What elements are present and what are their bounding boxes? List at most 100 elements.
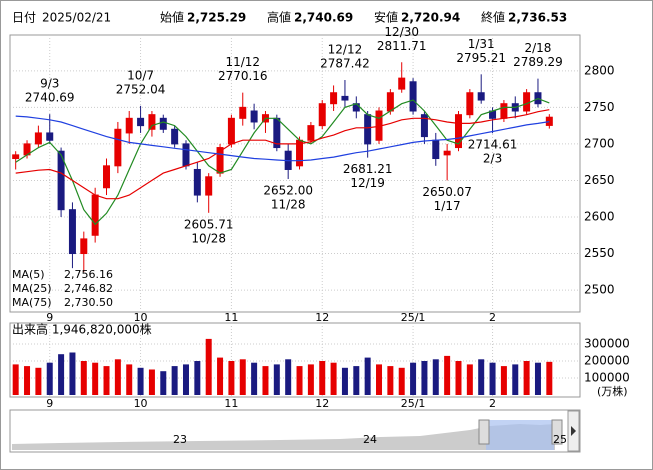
y-tick-label: 2550 bbox=[584, 246, 615, 260]
annotation-date: 10/7 bbox=[127, 68, 154, 82]
ma-line bbox=[15, 97, 550, 226]
field-label: 高値 bbox=[267, 10, 291, 25]
candle-body bbox=[114, 128, 122, 167]
volume-bar bbox=[148, 369, 155, 395]
x-tick-label: 9 bbox=[46, 397, 53, 410]
volume-title: 出来高 1,946,820,000株 bbox=[12, 322, 152, 337]
annotation-date: 12/12 bbox=[328, 43, 363, 57]
volume-bar bbox=[489, 362, 496, 395]
volume-bar bbox=[478, 359, 485, 395]
legend-name: MA(25) bbox=[12, 282, 52, 295]
ma-line bbox=[15, 115, 550, 162]
annotation-date: 11/28 bbox=[271, 197, 306, 211]
navigator-selection[interactable] bbox=[486, 420, 554, 450]
annotation-price: 2714.61 bbox=[468, 138, 518, 152]
candle-body bbox=[318, 103, 326, 127]
x-tick-label: 9 bbox=[46, 311, 53, 324]
volume-bar bbox=[103, 366, 110, 395]
annotation-date: 1/17 bbox=[434, 199, 461, 213]
candle-body bbox=[545, 116, 553, 126]
price-panel bbox=[9, 34, 581, 313]
x-tick-label: 12 bbox=[315, 311, 329, 324]
navigator-handle[interactable] bbox=[551, 419, 563, 445]
date: 2025/02/21 bbox=[42, 11, 111, 25]
candle-body bbox=[420, 114, 428, 138]
navigator-area bbox=[12, 424, 555, 450]
unit-label: (万株) bbox=[597, 384, 628, 398]
annotation-price: 2652.00 bbox=[263, 183, 313, 197]
annotation-price: 2681.21 bbox=[343, 162, 393, 176]
y-tick-label: 2500 bbox=[584, 283, 615, 297]
field-value: 2,725.29 bbox=[187, 11, 246, 25]
x-tick-label: 2 bbox=[489, 397, 496, 410]
volume-bar bbox=[364, 357, 371, 395]
volume-bar bbox=[341, 367, 348, 395]
volume-panel bbox=[9, 322, 581, 398]
annotation-price: 2770.16 bbox=[218, 69, 268, 83]
volume-bar bbox=[194, 360, 201, 395]
volume-bar bbox=[239, 359, 246, 395]
candle-body bbox=[386, 92, 394, 112]
volume-bar bbox=[46, 362, 53, 395]
navigator-label: 23 bbox=[173, 433, 187, 446]
y-tick-label: 2650 bbox=[584, 173, 615, 187]
volume-bar bbox=[296, 366, 303, 395]
x-tick-label: 2 bbox=[489, 311, 496, 324]
annotation-date: 2/18 bbox=[524, 41, 551, 55]
volume-bar bbox=[262, 366, 269, 395]
annotation-date: 1/31 bbox=[468, 37, 495, 51]
annotation-price: 2650.07 bbox=[422, 185, 472, 199]
field-label: 安値 bbox=[374, 10, 398, 25]
field-value: 2,736.53 bbox=[508, 11, 567, 25]
volume-bar bbox=[114, 359, 121, 395]
annotation-price: 2740.69 bbox=[25, 91, 75, 105]
legend-value: 2,746.82 bbox=[64, 282, 113, 295]
candle-body bbox=[239, 106, 247, 119]
legend-name: MA(5) bbox=[12, 268, 45, 281]
candle-body bbox=[250, 110, 258, 123]
candle-body bbox=[330, 92, 338, 105]
candle-body bbox=[148, 114, 156, 130]
y-tick-label: 2700 bbox=[584, 136, 615, 150]
volume-bar bbox=[69, 352, 76, 395]
ma-line bbox=[15, 109, 550, 200]
candle-body bbox=[398, 77, 406, 90]
volume-bar bbox=[35, 367, 42, 395]
candle-body bbox=[12, 154, 20, 160]
volume-bar bbox=[24, 366, 31, 395]
volume-bar bbox=[182, 364, 189, 395]
volume-bar bbox=[205, 338, 212, 395]
candle-body bbox=[68, 209, 76, 255]
candle-body bbox=[103, 165, 111, 189]
navigator-label: 24 bbox=[363, 433, 377, 446]
candle-body bbox=[46, 132, 54, 141]
candle-body bbox=[443, 150, 451, 156]
scroll-arrow bbox=[571, 426, 576, 436]
volume-bar bbox=[171, 366, 178, 395]
candle-body bbox=[227, 117, 235, 145]
navigator bbox=[9, 409, 581, 453]
annotation-date: 9/3 bbox=[40, 77, 59, 91]
candle-body bbox=[80, 238, 88, 255]
volume-bar bbox=[432, 359, 439, 395]
annotation-date: 12/19 bbox=[350, 176, 385, 190]
annotation-price: 2795.21 bbox=[456, 51, 506, 65]
y-tick-label: 2750 bbox=[584, 100, 615, 114]
volume-bar bbox=[353, 366, 360, 395]
candle-body bbox=[477, 92, 485, 101]
volume-bar bbox=[421, 360, 428, 395]
volume-bar bbox=[92, 362, 99, 395]
annotation-date: 10/28 bbox=[191, 231, 226, 245]
volume-bar bbox=[466, 364, 473, 395]
y-tick-label: 100000 bbox=[584, 370, 630, 384]
legend-value: 2,756.16 bbox=[64, 268, 113, 281]
header: 日付 2025/02/21 bbox=[12, 11, 111, 25]
volume-bar bbox=[80, 360, 87, 395]
navigator-handle[interactable] bbox=[478, 419, 490, 445]
volume-bar bbox=[330, 362, 337, 395]
candle-body bbox=[171, 128, 179, 145]
candle-body bbox=[432, 139, 440, 160]
y-tick-label: 2800 bbox=[584, 63, 615, 77]
volume-bar bbox=[58, 354, 65, 395]
volume-bar bbox=[410, 362, 417, 395]
